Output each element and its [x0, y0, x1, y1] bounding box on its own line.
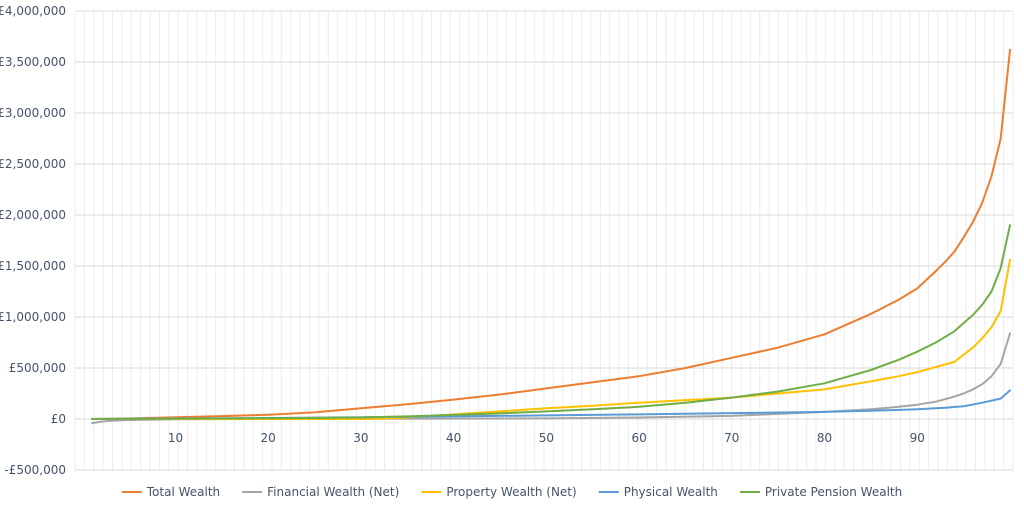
x-tick-label: 70	[724, 431, 739, 445]
series-line-4	[91, 224, 1011, 420]
legend: Total Wealth Financial Wealth (Net) Proper…	[121, 485, 902, 499]
y-tick-label: £2,000,000	[0, 208, 66, 222]
y-tick-label: £500,000	[9, 361, 66, 375]
x-axis: 10 20 30 40 50 60 70 80 90	[168, 431, 925, 445]
y-tick-label: £3,500,000	[0, 55, 66, 69]
x-tick-label: 90	[910, 431, 925, 445]
x-tick-label: 40	[446, 431, 461, 445]
y-tick-label: £1,500,000	[0, 259, 66, 273]
legend-label: Financial Wealth (Net)	[267, 485, 399, 499]
horizontal-gridlines	[75, 10, 1013, 471]
series-lines	[91, 48, 1011, 425]
y-tick-label: £3,000,000	[0, 106, 66, 120]
y-tick-label: £1,000,000	[0, 310, 66, 324]
x-tick-label: 60	[631, 431, 646, 445]
x-tick-label: 80	[817, 431, 832, 445]
y-tick-label: £4,000,000	[0, 4, 66, 18]
y-tick-label: £2,500,000	[0, 157, 66, 171]
legend-label: Physical Wealth	[624, 485, 718, 499]
y-axis: -£500,000 £0 £500,000 £1,000,000 £1,500,000 £…	[0, 4, 66, 477]
y-tick-label: £0	[51, 412, 66, 426]
legend-label: Private Pension Wealth	[765, 485, 902, 499]
series-line-0	[91, 48, 1011, 420]
x-tick-label: 30	[353, 431, 368, 445]
x-tick-label: 50	[539, 431, 554, 445]
legend-label: Total Wealth	[146, 485, 220, 499]
legend-label: Property Wealth (Net)	[446, 485, 576, 499]
vertical-gridlines	[74, 11, 1014, 471]
y-tick-label: -£500,000	[4, 463, 66, 477]
x-tick-label: 20	[261, 431, 276, 445]
x-tick-label: 10	[168, 431, 183, 445]
